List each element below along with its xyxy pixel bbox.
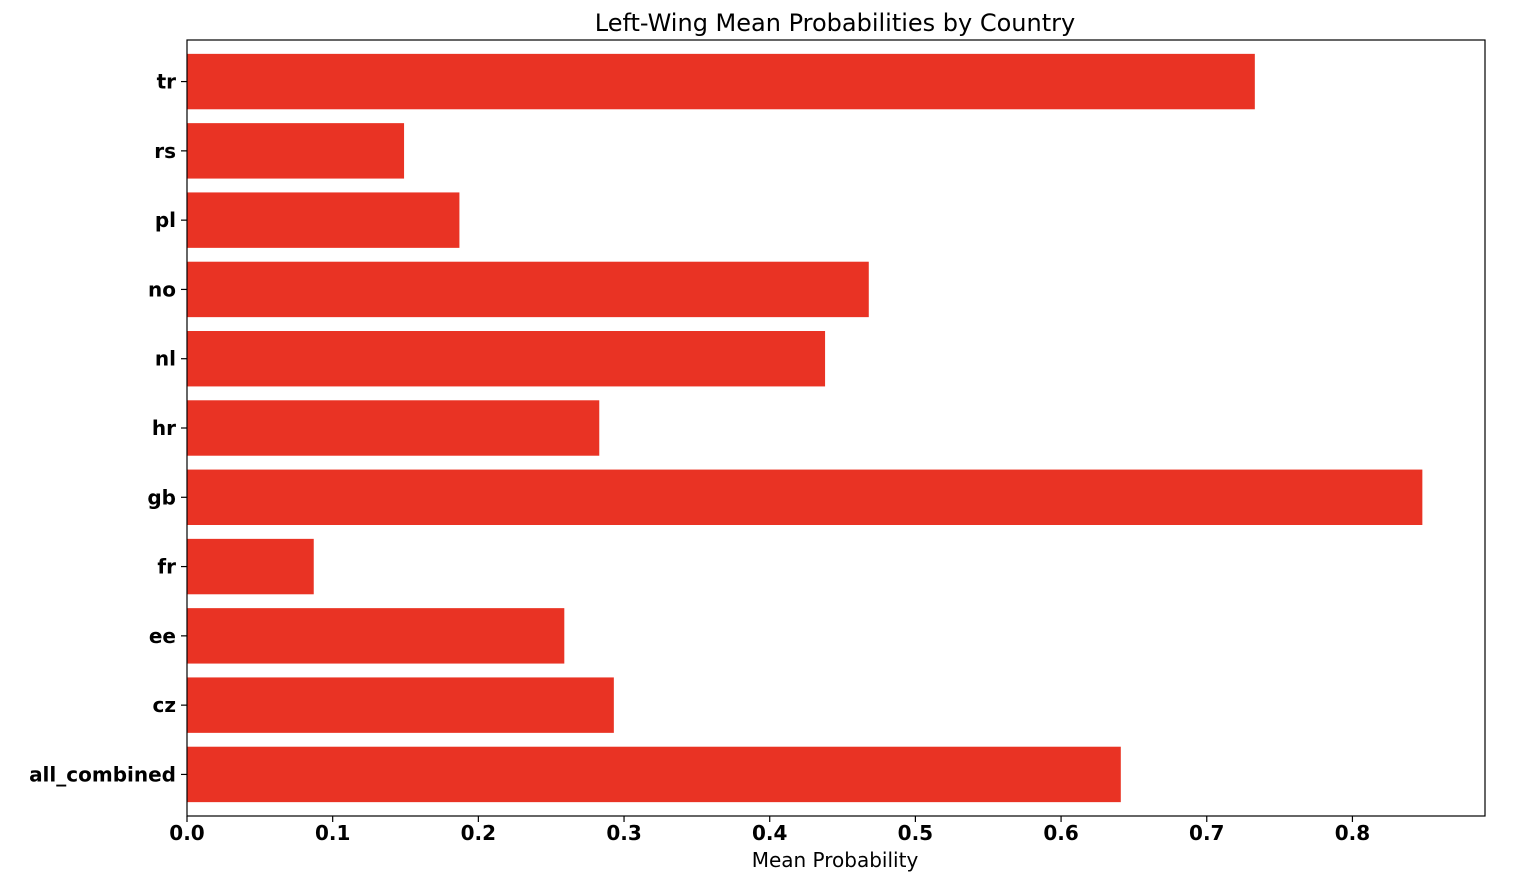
y-tick-label: hr — [152, 416, 176, 440]
x-axis: 0.0 0.1 0.2 0.3 0.4 0.5 0.6 0.7 0.8 — [169, 816, 1370, 845]
y-tick-label: gb — [147, 485, 176, 509]
x-tick-label: 0.0 — [169, 821, 204, 845]
chart-title: Left-Wing Mean Probabilities by Country — [595, 9, 1075, 37]
bar-all_combined — [187, 746, 1121, 803]
y-axis: all_combined cz ee fr gb hr nl no pl rs tr — [29, 70, 187, 786]
y-tick-label: ee — [149, 624, 176, 648]
x-axis-label: Mean Probability — [752, 848, 919, 872]
bar-pl — [187, 192, 460, 248]
y-tick-label: tr — [157, 70, 177, 94]
bar-gb — [187, 469, 1423, 525]
x-tick-label: 0.1 — [315, 821, 350, 845]
x-tick-label: 0.7 — [1189, 821, 1224, 845]
bar-rs — [187, 123, 405, 179]
y-tick-label: nl — [155, 347, 176, 371]
bars-layer — [187, 53, 1423, 803]
bar-ee — [187, 608, 565, 664]
x-tick-label: 0.6 — [1043, 821, 1078, 845]
bar-fr — [187, 538, 314, 595]
x-tick-label: 0.2 — [461, 821, 496, 845]
bar-hr — [187, 400, 600, 456]
bar-nl — [187, 331, 826, 387]
x-tick-label: 0.4 — [752, 821, 787, 845]
y-tick-label: cz — [153, 693, 177, 717]
x-tick-label: 0.8 — [1335, 821, 1370, 845]
y-tick-label: no — [148, 277, 176, 301]
bar-tr — [187, 53, 1255, 110]
bar-cz — [187, 677, 614, 733]
y-tick-label: rs — [154, 139, 176, 163]
bar-no — [187, 261, 869, 318]
x-tick-label: 0.3 — [606, 821, 641, 845]
y-tick-label: pl — [155, 208, 176, 232]
x-tick-label: 0.5 — [898, 821, 933, 845]
y-tick-label: all_combined — [29, 762, 176, 786]
y-tick-label: fr — [157, 555, 176, 579]
